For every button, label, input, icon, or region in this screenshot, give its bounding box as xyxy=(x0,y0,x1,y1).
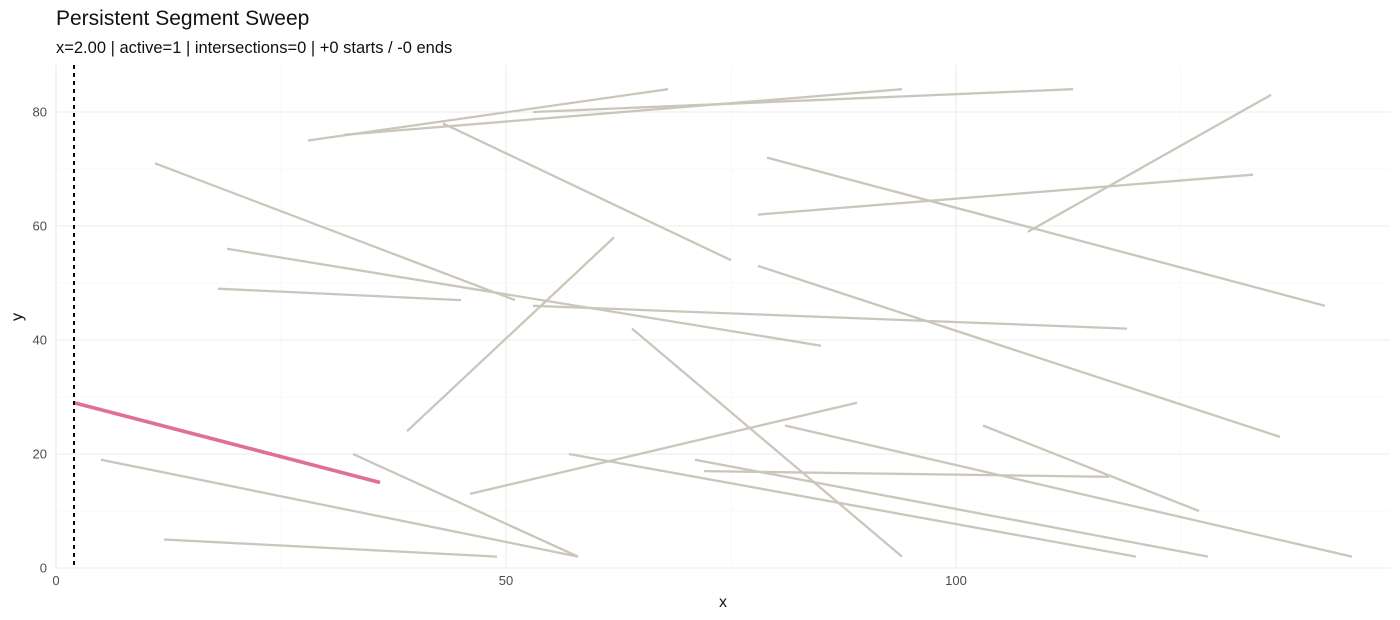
chart-subtitle: x=2.00 | active=1 | intersections=0 | +0… xyxy=(56,39,452,57)
inactive-segment xyxy=(694,458,1209,558)
inactive-segment xyxy=(784,424,1353,558)
chart-title: Persistent Segment Sweep xyxy=(56,7,309,30)
y-tick-label: 20 xyxy=(33,447,47,462)
inactive-segment xyxy=(568,452,1137,558)
grid-layer xyxy=(55,65,1390,569)
inactive-segment xyxy=(406,236,615,433)
inactive-segment xyxy=(163,538,498,558)
inactive-segment xyxy=(1027,93,1272,233)
inactive-segment xyxy=(631,327,903,558)
inactive-segment xyxy=(154,162,516,302)
inactive-segment xyxy=(217,287,462,302)
inactive-segment xyxy=(757,173,1254,216)
inactive-segment xyxy=(100,458,579,558)
inactive-segment xyxy=(703,469,1110,478)
tick-layer: 0 50 100 0 20 40 60 80 xyxy=(33,105,967,589)
inactive-segment xyxy=(226,247,822,347)
y-axis-title: y xyxy=(9,313,26,321)
inactive-segment xyxy=(532,88,1074,114)
x-tick-label: 100 xyxy=(945,573,967,588)
inactive-segment xyxy=(766,156,1326,307)
inactive-segment xyxy=(469,401,858,496)
active-segment xyxy=(73,400,381,485)
x-axis-title: x xyxy=(719,594,727,611)
inactive-segment xyxy=(442,122,732,262)
inactive-segment xyxy=(757,264,1281,438)
inactive-segment xyxy=(982,424,1200,513)
y-tick-label: 80 xyxy=(33,105,47,120)
y-tick-label: 60 xyxy=(33,219,47,234)
x-tick-label: 0 xyxy=(52,573,59,588)
y-tick-label: 0 xyxy=(40,561,47,576)
inactive-segment xyxy=(343,88,903,136)
y-tick-label: 40 xyxy=(33,333,47,348)
inactive-segment xyxy=(532,304,1128,330)
segment-layer xyxy=(73,88,1353,558)
x-tick-label: 50 xyxy=(499,573,513,588)
inactive-segment xyxy=(352,452,579,558)
